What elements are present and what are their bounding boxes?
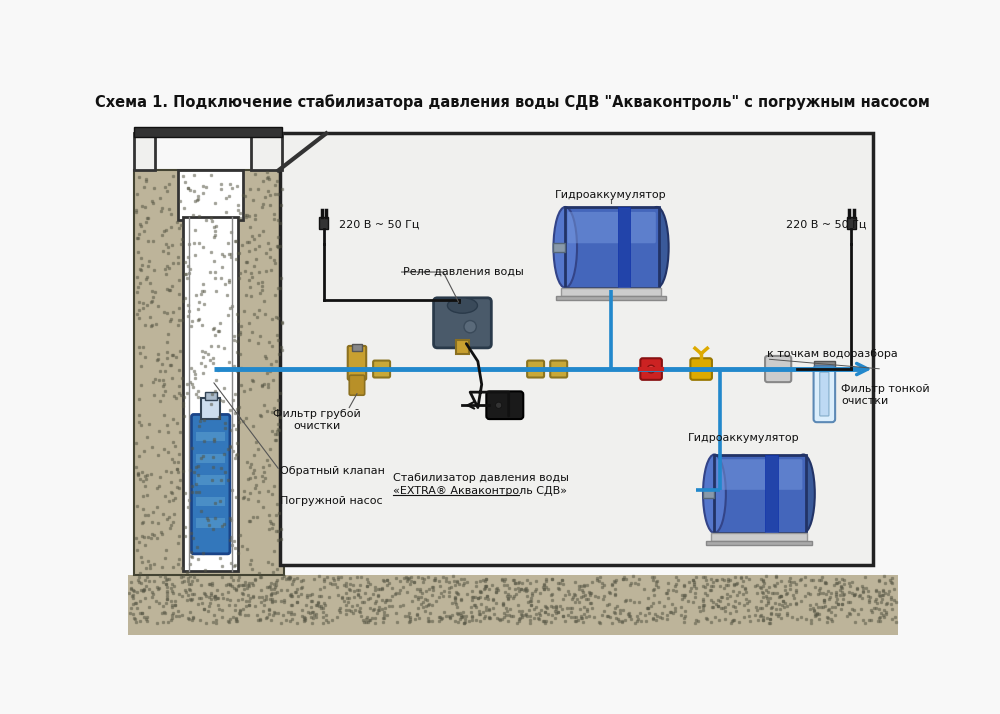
Bar [201,398,220,419]
Bar [456,340,469,354]
Bar [352,344,362,351]
Ellipse shape [792,455,815,533]
Text: Фильтр грубой
очистки: Фильтр грубой очистки [273,409,361,431]
Bar [706,540,812,545]
Bar [196,453,225,463]
Circle shape [496,402,502,408]
Text: 220 В ~ 50 Гц: 220 В ~ 50 Гц [786,219,866,229]
Ellipse shape [703,455,726,533]
Bar [134,171,284,575]
Text: Схема 1. Подключение стабилизатора давления воды СДВ "Акваконтроль" с погружным : Схема 1. Подключение стабилизатора давле… [95,95,930,111]
FancyBboxPatch shape [550,361,567,378]
FancyBboxPatch shape [434,298,491,348]
Ellipse shape [553,207,577,288]
FancyBboxPatch shape [527,361,544,378]
FancyBboxPatch shape [486,391,523,419]
FancyBboxPatch shape [191,414,230,554]
Bar [565,207,659,288]
FancyBboxPatch shape [717,459,802,490]
Text: «EXTRA® Акваконтроль СДВ»: «EXTRA® Акваконтроль СДВ» [393,486,567,496]
Ellipse shape [645,207,669,288]
Bar [205,392,217,400]
FancyBboxPatch shape [765,356,791,382]
FancyBboxPatch shape [349,375,365,396]
Bar [196,432,225,441]
Circle shape [647,365,655,373]
Text: Реле давления воды: Реле давления воды [403,267,524,277]
Bar [178,171,243,221]
Bar [553,243,565,252]
Text: Гидроаккумулятор: Гидроаккумулятор [688,433,799,443]
Bar [556,296,666,300]
Bar [196,476,225,485]
Bar [251,134,282,171]
FancyBboxPatch shape [640,358,662,380]
Bar [847,216,856,229]
FancyBboxPatch shape [814,366,835,422]
Bar [128,575,898,635]
Text: Погружной насос: Погружной насос [280,496,383,506]
Bar [714,455,806,533]
Ellipse shape [447,298,477,313]
Bar [814,361,835,369]
Text: Обратный клапан: Обратный клапан [280,466,385,476]
Text: 220 В ~ 50 Гц: 220 В ~ 50 Гц [339,219,420,229]
Bar [319,216,328,229]
Bar [765,455,778,533]
Text: Гидроаккумулятор: Гидроаккумулятор [555,190,667,200]
Bar [703,489,714,498]
Text: Стабилизатор давления воды: Стабилизатор давления воды [393,473,569,483]
Text: Фильтр тонкой
очистки: Фильтр тонкой очистки [841,384,930,406]
Bar [196,518,225,528]
FancyBboxPatch shape [690,358,712,380]
Bar [134,134,155,171]
Circle shape [464,321,476,333]
FancyBboxPatch shape [820,372,829,416]
Bar [561,288,661,296]
FancyBboxPatch shape [373,361,390,378]
Bar [714,455,806,533]
Bar [280,134,873,565]
FancyBboxPatch shape [348,346,366,380]
Bar [183,216,238,570]
Bar [134,127,282,136]
FancyBboxPatch shape [568,212,656,243]
Bar [196,497,225,506]
Bar [711,533,807,540]
Text: к точкам водоразбора: к точкам водоразбора [767,348,897,358]
Bar [618,207,630,288]
Bar [565,207,659,288]
